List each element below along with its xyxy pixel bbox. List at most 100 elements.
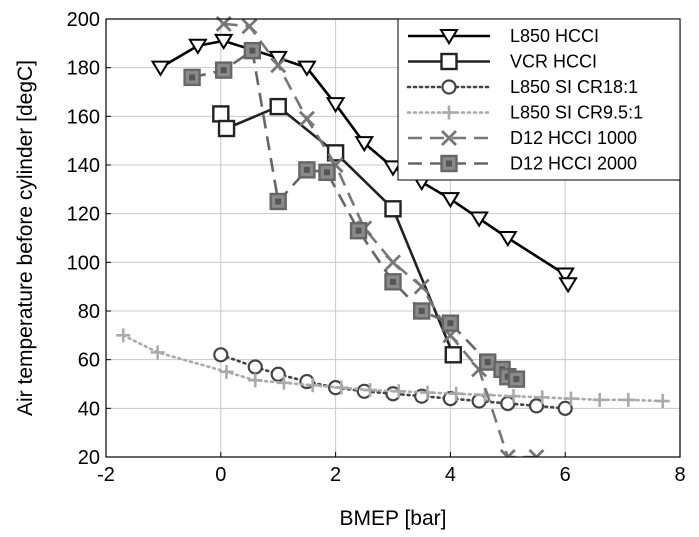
data-point [384, 273, 402, 291]
data-point [363, 383, 378, 398]
legend-label: VCR HCCI [510, 52, 597, 72]
data-point [248, 373, 263, 388]
data-point [384, 200, 402, 218]
y-tick-label: 60 [78, 350, 100, 372]
data-point [213, 33, 234, 51]
y-tick-label: 20 [78, 447, 100, 469]
y-axis-label: Air temperature before cylinder [degC] [14, 60, 37, 416]
data-point [555, 267, 575, 284]
legend-item: VCR HCCI [408, 52, 597, 72]
y-tick-label: 120 [67, 204, 100, 226]
data-point [383, 160, 403, 177]
data-point [217, 119, 236, 138]
data-point [506, 389, 521, 404]
data-point [334, 380, 349, 395]
data-point [269, 97, 287, 116]
legend-label: L850 SI CR18:1 [510, 77, 638, 97]
data-point [354, 136, 375, 153]
data-point [535, 390, 550, 405]
data-point [528, 449, 545, 457]
legend-label: D12 HCCI 1000 [510, 128, 637, 148]
data-point [499, 449, 516, 457]
legend-marker [441, 130, 457, 146]
data-point [558, 277, 578, 294]
y-tick-label: 140 [67, 155, 100, 177]
data-point [247, 359, 263, 375]
x-tick-label: 2 [330, 464, 341, 486]
data-point [270, 57, 287, 74]
data-point [498, 231, 518, 248]
series-d12-hcci-2000 [183, 41, 526, 388]
data-point [413, 302, 431, 320]
data-point [325, 97, 346, 114]
x-tick-label: 8 [674, 464, 685, 486]
data-point [183, 68, 201, 87]
x-tick-label: 4 [445, 464, 456, 486]
data-point [507, 370, 526, 388]
x-tick-label: 6 [560, 464, 571, 486]
legend-item: L850 HCCI [408, 26, 599, 46]
data-point [276, 375, 291, 390]
legend-item: D12 HCCI 2000 [408, 154, 637, 174]
data-point [440, 192, 461, 209]
data-point [243, 41, 262, 60]
x-tick-label: 0 [215, 464, 226, 486]
data-point [297, 60, 317, 77]
data-point [479, 353, 497, 371]
data-point [449, 386, 464, 401]
legend-marker [440, 52, 458, 71]
legend: L850 HCCI VCR HCCI L850 SI CR18:1 L850 SI C… [397, 18, 681, 181]
y-tick-label: 80 [78, 301, 100, 323]
data-point [269, 192, 287, 211]
data-point [212, 105, 230, 123]
plot-frame [105, 18, 681, 458]
data-point [413, 278, 430, 295]
data-point [298, 110, 315, 127]
legend-marker [440, 154, 458, 173]
y-tick-label: 180 [67, 58, 100, 80]
data-point [219, 364, 234, 379]
y-tick-label: 100 [67, 252, 100, 274]
legend-item: D12 HCCI 1000 [408, 128, 637, 148]
data-point [385, 254, 401, 271]
legend-marker [439, 29, 459, 46]
legend-label: L850 SI CR9.5:1 [510, 103, 643, 123]
x-tick-label: -2 [97, 464, 115, 486]
data-point [621, 392, 636, 407]
data-point [305, 378, 320, 393]
data-point [441, 314, 460, 332]
y-tick-label: 200 [67, 9, 100, 31]
legend-label: L850 HCCI [510, 26, 599, 46]
data-point [270, 366, 286, 382]
x-axis-label: BMEP [bar] [340, 507, 447, 530]
data-point [563, 391, 578, 406]
data-point [188, 38, 208, 55]
legend-label: D12 HCCI 2000 [510, 154, 637, 174]
series-l850-si-cr9-5-1 [116, 328, 670, 409]
data-point [420, 385, 435, 400]
data-point [213, 347, 229, 363]
legend-marker [441, 79, 457, 95]
data-point [150, 60, 171, 77]
legend-item: L850 SI CR9.5:1 [406, 103, 643, 123]
data-point [557, 400, 573, 416]
data-point [150, 345, 165, 360]
y-tick-label: 40 [78, 398, 100, 420]
series-layer [116, 15, 670, 457]
y-tick-label: 160 [67, 106, 100, 128]
series-l850-hcci [150, 33, 578, 294]
data-point [592, 392, 607, 407]
data-point [655, 394, 670, 409]
data-point [318, 163, 336, 182]
data-point [444, 346, 462, 364]
data-point [116, 328, 131, 343]
legend-box [397, 18, 681, 181]
data-point [214, 61, 233, 79]
legend-marker [442, 105, 456, 120]
data-point [391, 384, 406, 399]
data-point [241, 18, 258, 35]
axes: -2 0 2 4 6 8 20 40 60 80 100 120 140 160 180 200 [67, 9, 686, 486]
data-point [349, 221, 368, 240]
legend-item: L850 SI CR18:1 [406, 77, 638, 97]
